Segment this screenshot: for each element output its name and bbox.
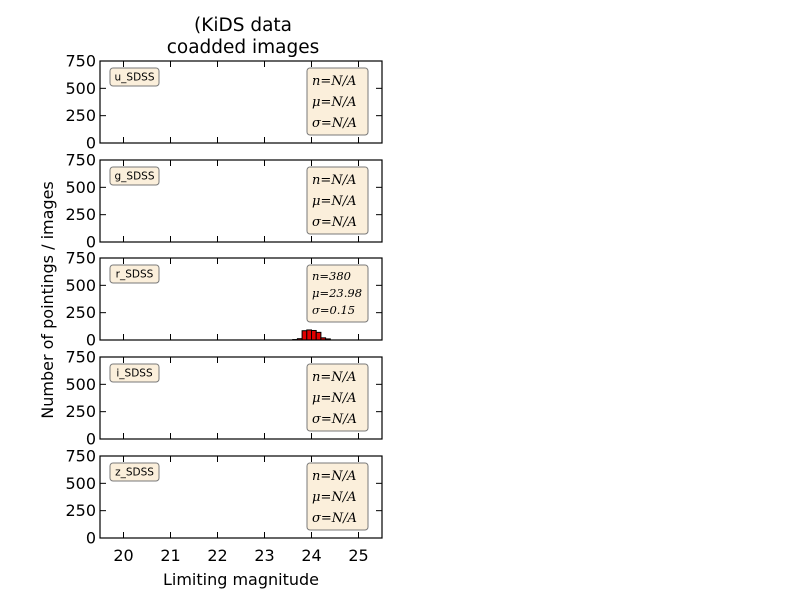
stat-sigma: σ=N/A xyxy=(312,215,357,230)
band-label: r_SDSS xyxy=(116,269,154,281)
histogram-bar xyxy=(316,332,321,340)
band-label: z_SDSS xyxy=(115,467,154,479)
stat-sigma: σ=0.15 xyxy=(312,303,355,317)
y-tick-label: 250 xyxy=(65,106,96,125)
x-tick-label: 25 xyxy=(348,546,368,565)
stat-n: n=380 xyxy=(312,269,351,283)
y-tick-label: 500 xyxy=(65,79,96,98)
y-tick-label: 500 xyxy=(65,474,96,493)
stat-mu: μ=23.98 xyxy=(312,286,362,300)
y-tick-label: 500 xyxy=(65,276,96,295)
y-tick-label: 750 xyxy=(65,447,96,466)
y-tick-label: 500 xyxy=(65,178,96,197)
band-label: u_SDSS xyxy=(115,72,155,84)
panel-z-sdss: 0 250 500 750 20 21 22 23 24 25 z_SDSS n=N/A μ=N/A σ=… xyxy=(65,447,382,566)
x-tick-label: 20 xyxy=(113,546,133,565)
y-tick-label: 0 xyxy=(86,529,96,548)
y-tick-label: 750 xyxy=(65,348,96,367)
band-label: i_SDSS xyxy=(116,368,153,380)
y-axis-label: Number of pointings / images xyxy=(38,181,57,418)
chart-title-line-1: (KiDS data xyxy=(194,15,292,36)
band-label: g_SDSS xyxy=(115,171,155,183)
stat-mu: μ=N/A xyxy=(312,391,356,406)
stat-n: n=N/A xyxy=(312,370,356,385)
x-tick-label: 24 xyxy=(301,546,321,565)
stat-sigma: σ=N/A xyxy=(312,412,357,427)
x-tick-label: 23 xyxy=(254,546,274,565)
x-tick-label: 22 xyxy=(207,546,227,565)
stat-sigma: σ=N/A xyxy=(312,116,357,131)
histogram-bar xyxy=(312,330,317,340)
y-tick-label: 750 xyxy=(65,151,96,170)
y-tick-label: 250 xyxy=(65,402,96,421)
stat-sigma: σ=N/A xyxy=(312,511,357,526)
y-tick-label: 750 xyxy=(65,52,96,71)
histogram-bar xyxy=(307,330,312,340)
stat-mu: μ=N/A xyxy=(312,95,356,110)
y-tick-label: 250 xyxy=(65,303,96,322)
histogram-bar xyxy=(302,331,307,340)
stat-n: n=N/A xyxy=(312,173,356,188)
stat-mu: μ=N/A xyxy=(312,194,356,209)
y-tick-label: 500 xyxy=(65,375,96,394)
chart-title-line-2: coadded images xyxy=(167,37,320,58)
y-tick-label: 250 xyxy=(65,501,96,520)
x-tick-label: 21 xyxy=(160,546,180,565)
y-tick-label: 250 xyxy=(65,205,96,224)
stat-n: n=N/A xyxy=(312,469,356,484)
stat-mu: μ=N/A xyxy=(312,490,356,505)
y-tick-label: 750 xyxy=(65,249,96,268)
x-axis-label: Limiting magnitude xyxy=(163,570,319,589)
stat-n: n=N/A xyxy=(312,74,356,89)
